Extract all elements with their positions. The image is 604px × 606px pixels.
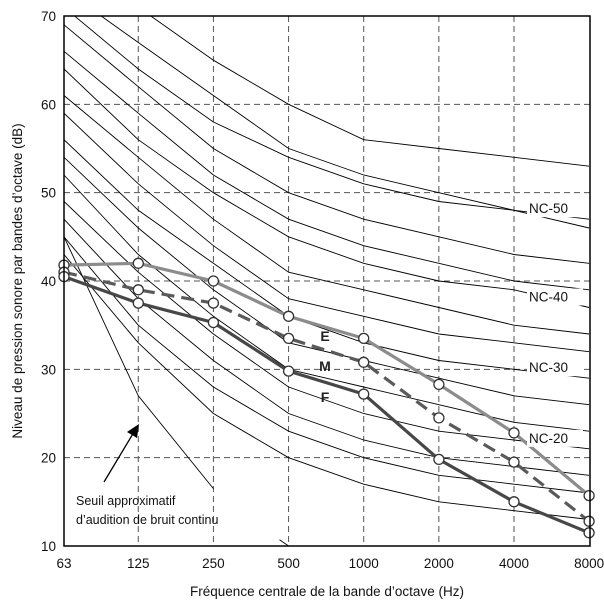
- point-m-8000: [583, 515, 595, 527]
- nc-label-nc-40: NC-40: [529, 290, 568, 305]
- point-f-500: [282, 365, 295, 377]
- point-e-8000: [583, 489, 595, 502]
- nc-curve-10: [64, 156, 590, 406]
- nc-labels: NC-50 NC-40 NC-30 NC-20: [527, 200, 583, 447]
- nc-curve-15: [64, 254, 590, 520]
- nc-label-bg-nc-30: [527, 359, 583, 377]
- point-m-500: [282, 332, 295, 345]
- point-e-1000: [358, 332, 370, 345]
- x-tick-63: 63: [56, 556, 71, 571]
- nc-label-bg-nc-50: [527, 200, 583, 218]
- x-axis-label: Fréquence centrale de la bande d’octave …: [190, 584, 464, 599]
- x-tick-4000: 4000: [499, 556, 529, 571]
- annotation-arrow-head: [127, 424, 139, 438]
- y-tick-50: 50: [41, 186, 56, 201]
- point-f-8000: [583, 527, 595, 539]
- point-m-2000: [433, 412, 445, 424]
- point-f-250: [207, 316, 220, 329]
- annotation-line-2: d’audition de bruit continu: [76, 513, 219, 527]
- series-line-e: [63, 261, 591, 497]
- nc-label-nc-20: NC-20: [529, 431, 568, 446]
- series-line-f: [63, 275, 590, 535]
- nc-curve-1: [149, 16, 590, 167]
- x-tick-labels: 63 125 250 500 1000 2000 4000 8000: [56, 556, 604, 571]
- y-tick-20: 20: [41, 451, 56, 466]
- y-tick-labels: 10 20 30 40 50 60 70: [41, 9, 56, 554]
- point-m-125: [132, 284, 144, 296]
- nc-curve-13: [64, 218, 590, 476]
- threshold-curve-tail: [279, 539, 289, 546]
- y-tick-30: 30: [41, 362, 56, 377]
- annotation-line-1: Seuil approximatif: [76, 494, 176, 508]
- measured-series: [58, 257, 595, 539]
- series-label-e: E: [320, 328, 329, 344]
- nc-curve-4: [64, 24, 590, 264]
- point-f-125: [132, 297, 144, 309]
- hearing-threshold: [64, 236, 289, 546]
- series-labels: EMF: [319, 328, 331, 405]
- point-m-4000: [508, 456, 520, 468]
- nc-curve-nc-30: [64, 139, 590, 379]
- nc-label-nc-30: NC-30: [529, 360, 568, 375]
- annotation-arrow-line: [103, 431, 135, 483]
- y-tick-70: 70: [41, 9, 56, 24]
- nc-curve-7: [64, 95, 590, 335]
- plot-frame: [63, 15, 591, 547]
- x-tick-2000: 2000: [424, 556, 454, 571]
- point-e-250: [207, 275, 220, 287]
- nc-curve-14: [64, 236, 590, 494]
- point-f-1000: [358, 388, 370, 400]
- x-tick-500: 500: [277, 556, 300, 571]
- point-e-500: [282, 310, 295, 322]
- point-m-250: [207, 297, 220, 309]
- nc-curve-nc-40: [64, 68, 590, 308]
- nc-curves: [64, 16, 590, 520]
- point-e-4000: [508, 427, 520, 439]
- point-e-125: [132, 257, 144, 269]
- y-tick-60: 60: [41, 97, 56, 112]
- y-axis-label: Niveau de pression sonore par bandes d’o…: [10, 123, 25, 438]
- nc-curve-nc-20: [64, 201, 590, 450]
- x-tick-8000: 8000: [574, 556, 604, 571]
- nc-curve-8: [64, 112, 590, 353]
- x-tick-125: 125: [127, 556, 150, 571]
- series-label-m: M: [319, 358, 331, 374]
- nc-curve-2: [100, 16, 590, 229]
- point-m-1000: [358, 356, 370, 368]
- point-f-2000: [433, 453, 445, 466]
- nc-label-nc-50: NC-50: [529, 201, 568, 216]
- point-e-2000: [433, 378, 445, 391]
- x-tick-1000: 1000: [349, 556, 379, 571]
- y-tick-10: 10: [41, 539, 56, 554]
- series-line-m: [63, 270, 591, 523]
- x-tick-250: 250: [202, 556, 225, 571]
- threshold-annotation: Seuil approximatif d’audition de bruit c…: [76, 424, 219, 527]
- point-f-4000: [508, 496, 520, 508]
- nc-label-bg-nc-40: [527, 288, 583, 306]
- nc-label-bg-nc-20: [527, 429, 583, 447]
- y-tick-40: 40: [41, 274, 56, 289]
- threshold-curve: [64, 236, 214, 489]
- nc-curve-5: [64, 50, 590, 291]
- nc-curve-nc-50: [73, 16, 590, 220]
- series-label-f: F: [321, 389, 330, 405]
